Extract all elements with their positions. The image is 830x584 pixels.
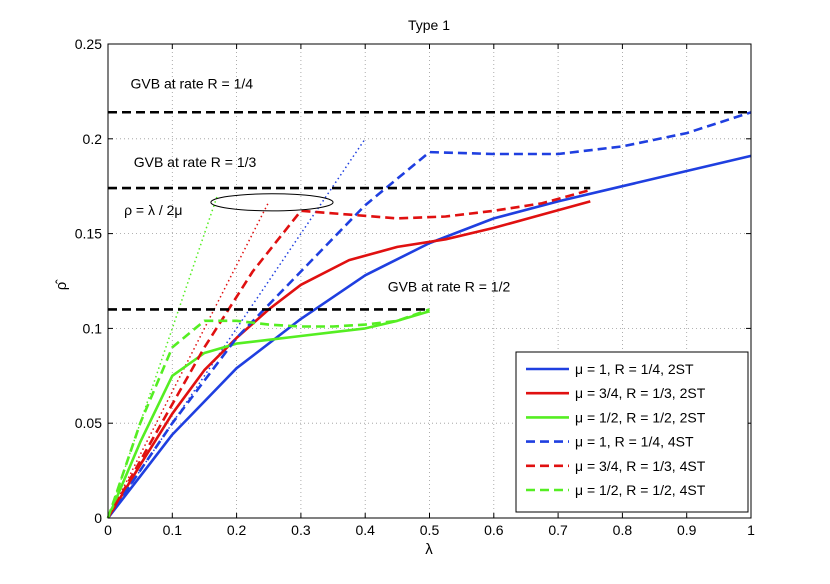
series-lines [106,111,752,519]
series-line [106,188,591,519]
legend-label: μ = 1, R = 1/4, 4ST [575,434,694,450]
x-tick-label: 0.6 [484,522,504,538]
series-line [106,200,591,519]
series-line [106,111,752,519]
y-tick-label: 0.1 [83,320,103,336]
x-tick-label: 0.9 [677,522,697,538]
legend-box [515,351,749,513]
series-line [106,308,430,519]
y-tick-label: 0.05 [75,415,102,431]
x-tick-label: 0.2 [227,522,247,538]
x-tick-label: 0.8 [613,522,633,538]
annotations: ρ = λ / 2μ [124,193,334,218]
series-line [106,154,752,519]
legend-label: μ = 1/2, R = 1/2, 4ST [575,482,706,498]
legend: μ = 1, R = 1/4, 2ST μ = 3/4, R = 1/3, 2ST… [515,351,749,513]
x-tick-label: 1 [747,522,755,538]
x-tick-label: 0.3 [291,522,311,538]
ellipse-marker [210,193,334,212]
legend-label: μ = 1, R = 1/4, 2ST [575,361,694,377]
y-tick-label: 0.2 [83,131,103,147]
series-line [106,310,430,519]
annotation-text: ρ = λ / 2μ [124,202,182,218]
legend-label: μ = 1/2, R = 1/2, 2ST [575,409,706,425]
legend-label: μ = 3/4, R = 1/3, 2ST [575,385,706,401]
grid [108,44,751,518]
y-tick-label: 0.25 [75,36,102,52]
gvb-lines: GVB at rate R = 1/4 GVB at rate R = 1/3 GV… [108,76,751,311]
gvb-label: GVB at rate R = 1/2 [388,278,511,294]
x-tick-label: 0.7 [548,522,568,538]
y-tick-label: 0 [94,510,102,526]
gvb-label: GVB at rate R = 1/4 [131,76,254,92]
reference-line [107,195,219,519]
reference-lines [107,138,366,519]
x-tick-label: 0.4 [355,522,375,538]
y-axis-label: ρ̂ [53,279,70,291]
axis-ticks: 0 0.1 0.2 0.3 0.4 0.5 0.6 0.7 0.8 0.9 1 0 0.05 0.1 0.1… [75,36,755,538]
chart-title: Type 1 [408,17,450,33]
x-axis-label: λ [425,541,433,558]
y-tick-label: 0.15 [75,226,102,242]
gvb-label: GVB at rate R = 1/3 [134,154,257,170]
x-tick-label: 0.1 [163,522,183,538]
x-tick-label: 0 [104,522,112,538]
reference-line [107,201,270,519]
legend-label: μ = 3/4, R = 1/3, 4ST [575,458,706,474]
x-tick-label: 0.5 [420,522,440,538]
